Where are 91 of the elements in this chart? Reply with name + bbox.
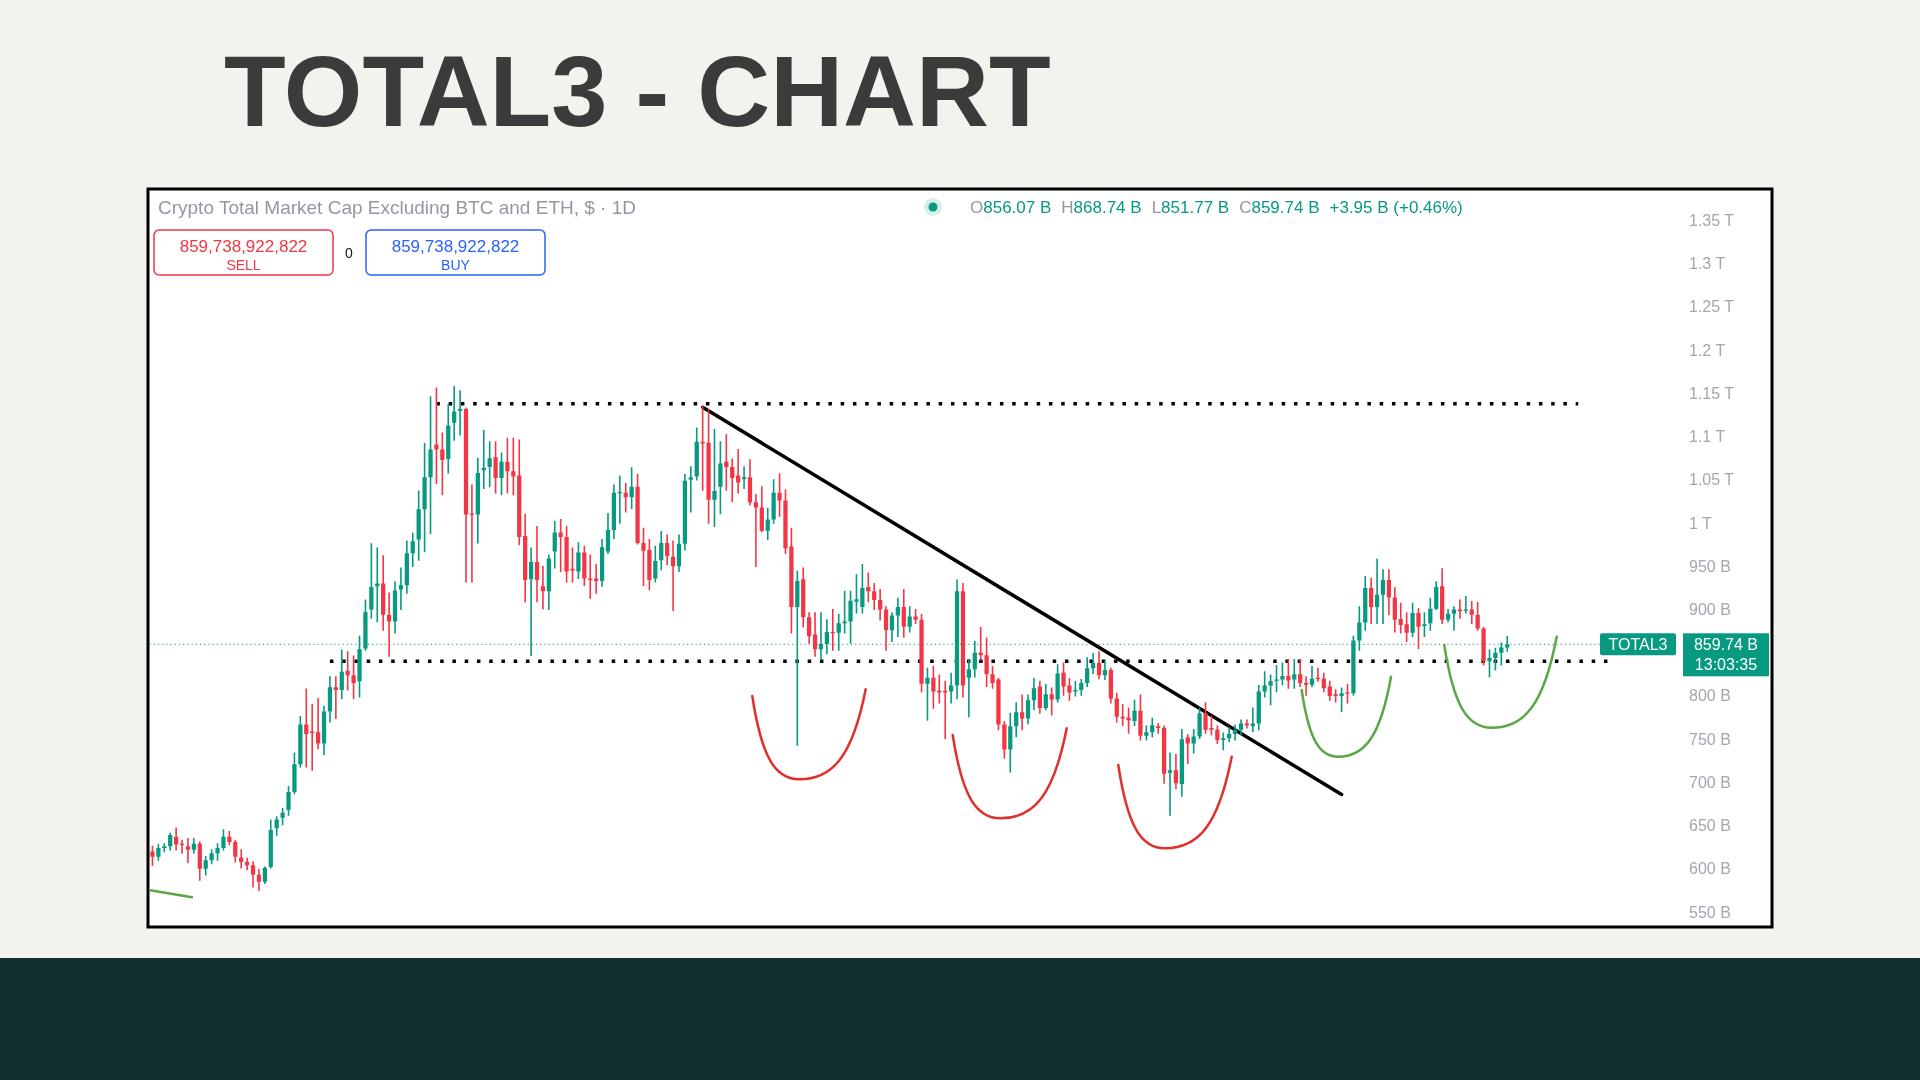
candlestick	[375, 547, 380, 623]
y-tick-label: 1.2 T	[1689, 341, 1726, 359]
candlestick	[1469, 601, 1474, 624]
candlestick	[1227, 727, 1232, 743]
candlestick	[1451, 606, 1457, 631]
y-tick-label: 700 B	[1689, 773, 1731, 791]
candlestick	[753, 493, 759, 567]
candlestick	[978, 627, 983, 661]
candlestick	[310, 703, 315, 771]
candlestick	[623, 482, 628, 513]
annotation: 859,738,922,822	[391, 236, 520, 256]
annotation: 859.74 B	[1693, 635, 1759, 653]
y-tick-label: 900 B	[1689, 601, 1731, 618]
buy-button: 859,738,922,822 BUY	[365, 229, 546, 276]
annotation: +3.95 B (+0.46%)	[1329, 197, 1463, 217]
candlestick	[1090, 652, 1096, 675]
candlestick	[179, 839, 185, 854]
sell-button: 859,738,922,822 SELL	[153, 229, 334, 276]
candlestick	[943, 680, 948, 739]
y-tick-label: 550 B	[1689, 903, 1731, 921]
candlestick	[670, 540, 676, 611]
chart-title: TOTAL3 - CHART	[224, 35, 1051, 147]
candlestick	[588, 554, 593, 599]
y-tick-label: 1.35 T	[1689, 212, 1735, 230]
candlestick	[1303, 676, 1309, 696]
candlestick	[1167, 752, 1173, 816]
candlestick	[949, 672, 954, 704]
y-tick-label: 1.3 T	[1689, 255, 1726, 273]
candlestick	[540, 565, 546, 610]
candlestick	[333, 676, 338, 720]
y-tick-label: 750 B	[1689, 730, 1731, 748]
candlestick	[730, 458, 735, 503]
annotation: C859.74 B	[1239, 197, 1320, 217]
y-tick-label: 1.15 T	[1689, 384, 1735, 402]
candlestick	[1398, 602, 1403, 634]
candlestick	[594, 563, 599, 594]
annotation: 0	[345, 245, 354, 261]
candlestick	[895, 597, 901, 637]
candlestick	[1463, 595, 1468, 614]
candlestick	[688, 466, 693, 513]
y-tick-label: 650 B	[1689, 817, 1731, 835]
annotation: L851.77 B	[1151, 197, 1230, 217]
candlestick	[1156, 723, 1161, 734]
candlestick	[481, 429, 486, 490]
candlestick	[1380, 569, 1386, 624]
candlestick	[1244, 719, 1250, 729]
annotation: 13:03:35	[1694, 655, 1758, 673]
candlestick	[452, 385, 457, 441]
y-tick-label: 1 T	[1689, 514, 1713, 532]
annotation: SELL	[226, 257, 261, 273]
candlestick	[1292, 659, 1297, 689]
y-tick-label: 800 B	[1689, 687, 1731, 705]
candlestick	[239, 849, 244, 869]
candlestick	[1457, 599, 1463, 619]
candlestick	[836, 614, 841, 651]
candlestick	[1315, 667, 1321, 682]
annotation: H868.74 B	[1061, 197, 1142, 217]
chart-subtitle: Crypto Total Market Cap Excluding BTC and ETH, $ · 1D	[158, 196, 637, 218]
candlestick	[386, 592, 392, 657]
candlestick	[398, 567, 404, 611]
candlestick	[1232, 724, 1238, 741]
y-tick-label: 1.05 T	[1689, 471, 1735, 489]
annotation: O856.07 B	[970, 197, 1052, 217]
candlestick	[1250, 707, 1255, 732]
candlestick	[966, 659, 971, 718]
y-tick-label: 1.1 T	[1689, 428, 1726, 446]
candlestick	[469, 484, 475, 583]
y-tick-label: 600 B	[1689, 860, 1731, 878]
candlestick	[830, 608, 835, 651]
candlestick	[457, 390, 463, 436]
y-tick-label: 950 B	[1689, 557, 1731, 575]
candlestick	[1309, 665, 1315, 688]
candlestick	[741, 466, 747, 490]
candlestick	[1374, 558, 1380, 624]
candlestick	[1221, 732, 1226, 751]
candlestick	[736, 448, 741, 494]
annotation: 859,738,922,822	[179, 236, 308, 256]
y-tick-label: 1.25 T	[1689, 298, 1735, 316]
candlestick	[1102, 660, 1108, 681]
candlestick	[162, 843, 167, 853]
candlestick	[315, 697, 321, 750]
candlestick	[872, 582, 877, 611]
ref-line-label: TOTAL3	[1608, 635, 1668, 653]
candlestick	[304, 688, 309, 768]
candlestick	[1298, 659, 1303, 688]
candlestick	[617, 475, 622, 524]
candlestick	[185, 837, 191, 864]
candlestick	[1019, 694, 1025, 731]
annotation: BUY	[441, 257, 471, 273]
candlestick	[534, 525, 540, 603]
candlestick	[1185, 734, 1190, 764]
